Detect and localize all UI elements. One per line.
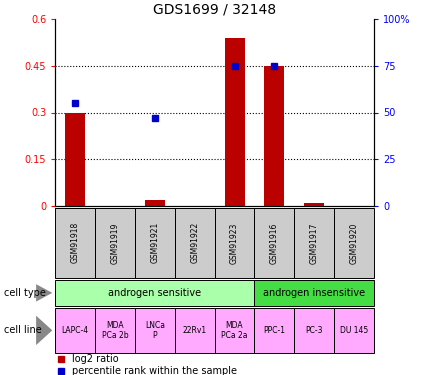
Text: GSM91917: GSM91917	[310, 222, 319, 264]
Polygon shape	[36, 316, 52, 345]
Title: GDS1699 / 32148: GDS1699 / 32148	[153, 2, 276, 16]
Text: percentile rank within the sample: percentile rank within the sample	[72, 366, 238, 375]
Bar	[294, 208, 334, 278]
Bar	[334, 208, 374, 278]
Text: MDA
PCa 2b: MDA PCa 2b	[102, 321, 128, 340]
Text: GSM91923: GSM91923	[230, 222, 239, 264]
Bar	[255, 280, 374, 306]
Bar	[55, 280, 255, 306]
Text: DU 145: DU 145	[340, 326, 368, 335]
Bar	[175, 208, 215, 278]
Text: androgen insensitive: androgen insensitive	[263, 288, 366, 298]
Bar	[294, 308, 334, 352]
Text: cell line: cell line	[4, 326, 42, 335]
Bar	[135, 208, 175, 278]
Text: androgen sensitive: androgen sensitive	[108, 288, 201, 298]
Bar	[55, 308, 95, 352]
Bar	[145, 200, 165, 206]
Text: GSM91920: GSM91920	[350, 222, 359, 264]
Bar	[224, 38, 244, 206]
Text: 22Rv1: 22Rv1	[183, 326, 207, 335]
Text: LNCa
P: LNCa P	[145, 321, 165, 340]
Polygon shape	[36, 284, 52, 302]
Bar	[95, 208, 135, 278]
Text: PPC-1: PPC-1	[264, 326, 286, 335]
Bar	[175, 308, 215, 352]
Text: LAPC-4: LAPC-4	[62, 326, 89, 335]
Text: MDA
PCa 2a: MDA PCa 2a	[221, 321, 248, 340]
Text: GSM91916: GSM91916	[270, 222, 279, 264]
Bar	[255, 308, 294, 352]
Bar	[215, 208, 255, 278]
Text: GSM91922: GSM91922	[190, 222, 199, 263]
Text: cell type: cell type	[4, 288, 46, 298]
Bar	[55, 208, 95, 278]
Bar	[95, 308, 135, 352]
Bar	[304, 203, 324, 206]
Bar	[215, 308, 255, 352]
Bar	[334, 308, 374, 352]
Text: log2 ratio: log2 ratio	[72, 354, 119, 364]
Bar	[255, 208, 294, 278]
Text: GSM91918: GSM91918	[71, 222, 79, 263]
Bar	[65, 112, 85, 206]
Bar	[264, 66, 284, 206]
Text: GSM91921: GSM91921	[150, 222, 159, 263]
Bar	[135, 308, 175, 352]
Text: PC-3: PC-3	[306, 326, 323, 335]
Text: GSM91919: GSM91919	[110, 222, 119, 264]
